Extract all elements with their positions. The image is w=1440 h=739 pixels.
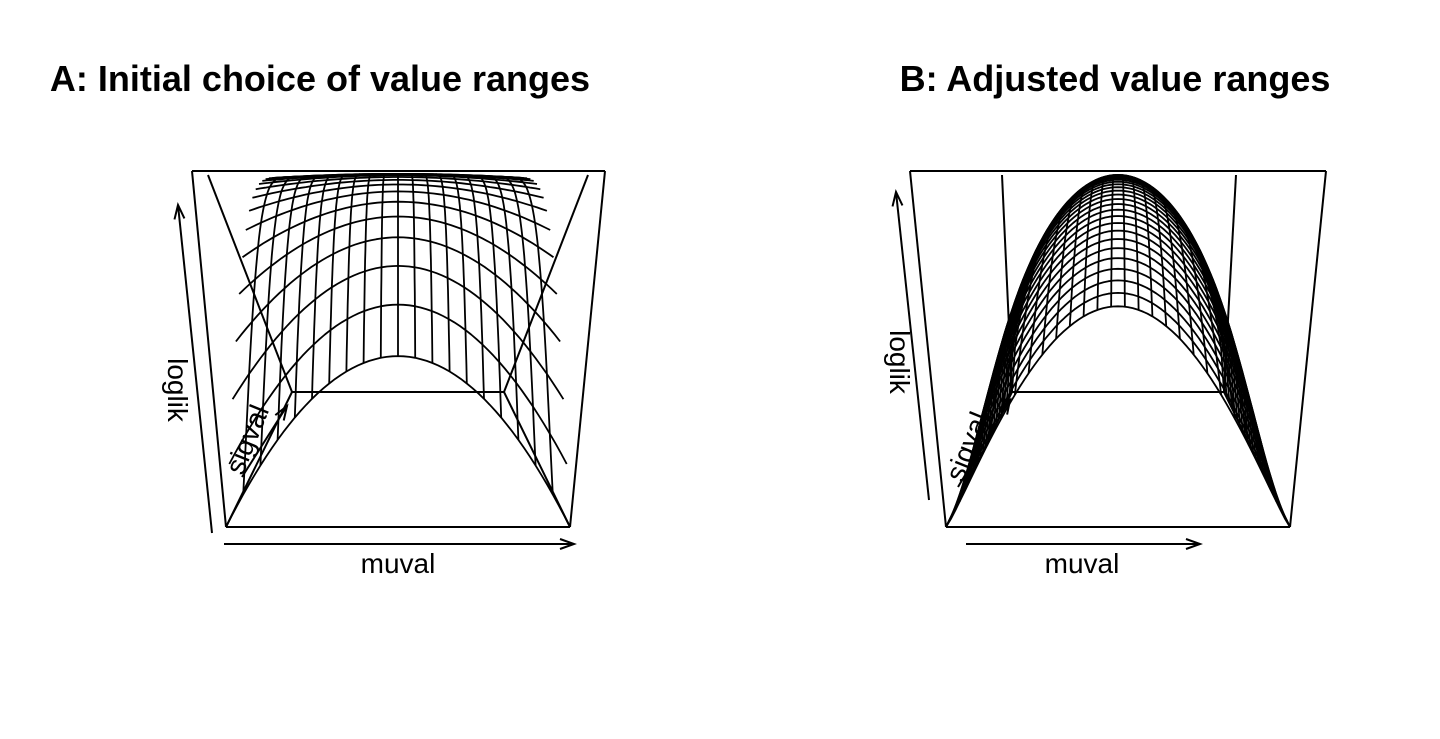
surface-line-mu: [293, 174, 335, 418]
chart-title-b: B: Adjusted value ranges: [899, 58, 1331, 99]
surface-plot-b: muval loglik sigval: [884, 170, 1327, 579]
z-axis-label-b: loglik: [884, 330, 915, 395]
x-axis-arrowhead: [559, 538, 577, 550]
surface-line-sigma: [945, 305, 1291, 528]
surface-line-mu: [958, 314, 1022, 502]
surface-line-mu: [1096, 175, 1107, 310]
surface-line-sigma: [955, 257, 1281, 506]
surface-line-mu: [1041, 198, 1072, 355]
box-edge: [909, 170, 947, 528]
surface-line-mu: [1172, 208, 1209, 374]
y-axis-arrowhead: [274, 403, 289, 421]
surface-line-mu: [972, 280, 1030, 474]
panel-b: B: Adjusted value ranges muval loglik si…: [720, 0, 1440, 739]
surface-line-mu: [1055, 190, 1081, 339]
surface-line-mu: [429, 173, 451, 372]
surface-line-mu: [1164, 198, 1195, 355]
surface-line-sigma: [1011, 174, 1225, 393]
surface-line-mu: [1197, 256, 1250, 446]
surface-line-mu: [1181, 221, 1223, 396]
surface-line-mu: [418, 173, 434, 364]
z-axis-arrow: [177, 204, 213, 534]
chart-title-a: A: Initial choice of value ranges: [49, 58, 591, 99]
surface-line-mu: [1206, 280, 1264, 474]
surface-line-mu: [1121, 174, 1126, 307]
surface-line-mu: [1214, 314, 1278, 502]
surface-line-mu: [1013, 221, 1055, 396]
box-edge: [191, 170, 227, 528]
surface-line-mu: [345, 173, 367, 372]
surface-line-mu: [450, 173, 485, 399]
box-edge: [569, 170, 606, 528]
surface-line-mu: [461, 174, 503, 418]
axes-b: [891, 189, 1203, 550]
y-axis-arrow: [241, 405, 288, 478]
panel-a: A: Initial choice of value ranges muval …: [49, 58, 606, 579]
surface-line-mu: [1027, 208, 1064, 374]
plot-box-a: [191, 170, 606, 528]
surface-line-sigma: [950, 279, 1286, 517]
surface-line-mu: [472, 174, 520, 440]
y-axis-arrow: [957, 399, 1011, 488]
y-axis-arrowhead: [997, 397, 1012, 415]
surface-line-mu: [328, 173, 357, 384]
surface-line-mu: [1147, 183, 1168, 327]
z-axis-arrow: [895, 191, 930, 501]
x-axis-arrowhead: [1185, 538, 1203, 550]
surface-a: [225, 172, 571, 528]
surface-line-mu: [1110, 174, 1115, 307]
surface-line-sigma: [225, 355, 571, 528]
surface-line-mu: [1155, 190, 1181, 339]
surface-line-mu: [1082, 178, 1098, 317]
surface-line-mu: [482, 175, 537, 466]
surface-b: [945, 173, 1291, 528]
x-axis-label-a: muval: [361, 548, 436, 579]
z-axis-arrowhead: [891, 189, 904, 207]
box-edge: [1289, 170, 1327, 528]
surface-line-mu: [1129, 175, 1140, 310]
surface-line-mu: [362, 173, 378, 364]
surface-line-mu: [1138, 178, 1154, 317]
surface-line-sigma: [990, 180, 1246, 436]
surface-line-mu: [311, 173, 346, 399]
z-axis-arrowhead: [173, 202, 186, 220]
surface-line-mu: [493, 176, 554, 495]
surface-line-mu: [379, 172, 389, 358]
surface-line-mu: [439, 173, 468, 384]
surface-line-mu: [407, 172, 417, 358]
z-axis-label-a: loglik: [162, 358, 193, 423]
axes-a: [173, 202, 577, 550]
surface-line-mu: [1000, 237, 1047, 420]
surface-plot-a: muval loglik sigval: [162, 170, 606, 579]
surface-line-mu: [1068, 183, 1089, 327]
x-axis-label-b: muval: [1045, 548, 1120, 579]
surface-line-mu: [276, 174, 324, 440]
